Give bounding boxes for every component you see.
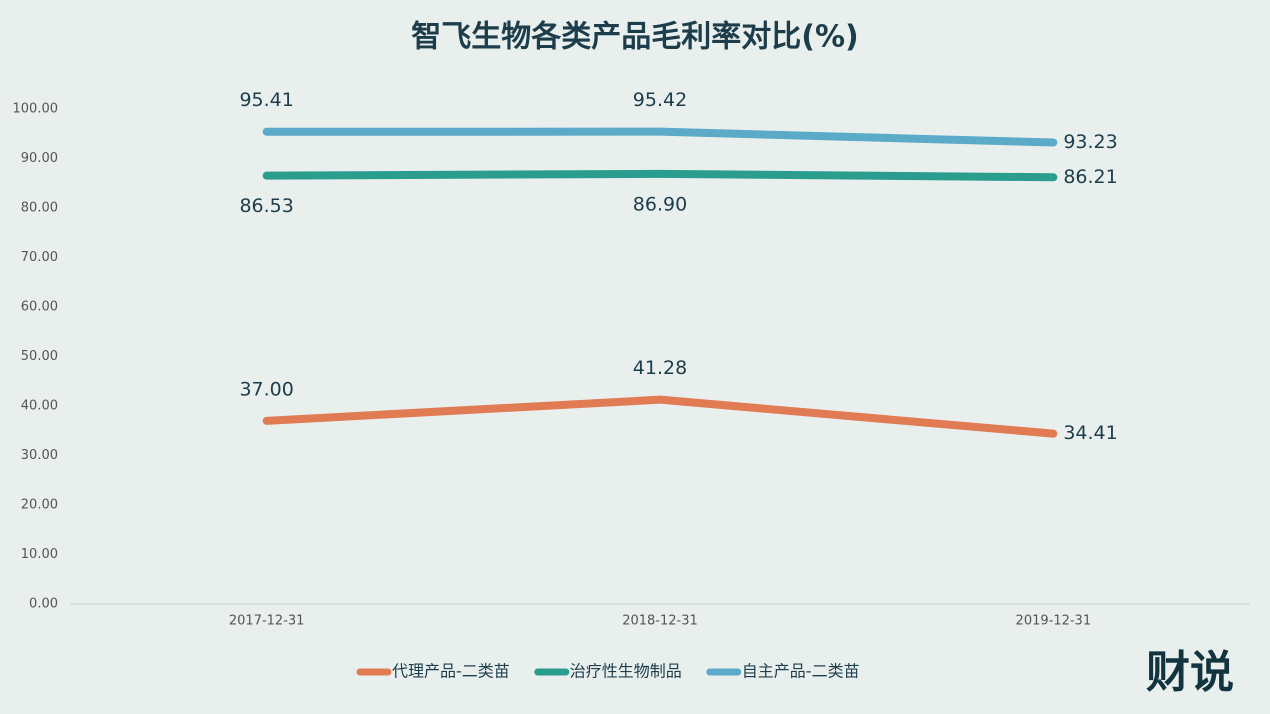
y-tick-label: 30.00 (21, 448, 58, 463)
data-label: 41.28 (633, 357, 687, 379)
y-tick-label: 40.00 (21, 399, 58, 414)
y-tick-label: 20.00 (21, 498, 58, 513)
data-label: 86.53 (239, 195, 293, 217)
y-tick-label: 80.00 (21, 201, 58, 216)
y-tick-label: 0.00 (29, 597, 58, 612)
data-label: 93.23 (1063, 131, 1117, 153)
y-tick-label: 100.00 (13, 102, 59, 117)
y-tick-label: 70.00 (21, 250, 58, 265)
legend-label: 治疗性生物制品 (570, 662, 682, 681)
x-tick-label: 2018-12-31 (622, 614, 698, 629)
legend-label: 代理产品-二类苗 (392, 662, 510, 681)
series-line (262, 395, 1058, 438)
x-tick-label: 2019-12-31 (1016, 614, 1092, 629)
y-tick-label: 50.00 (21, 349, 58, 364)
legend-label: 自主产品-二类苗 (742, 662, 860, 681)
data-label: 34.41 (1063, 422, 1117, 444)
data-label: 95.42 (633, 89, 687, 111)
data-label: 86.21 (1063, 166, 1117, 188)
data-label: 37.00 (239, 378, 293, 400)
y-tick-label: 90.00 (21, 151, 58, 166)
series-line (262, 127, 1058, 147)
x-tick-label: 2017-12-31 (229, 614, 305, 629)
data-label: 86.90 (633, 193, 687, 215)
data-label: 95.41 (239, 89, 293, 111)
series-line (262, 169, 1058, 182)
y-tick-label: 10.00 (21, 547, 58, 562)
brand-logo: 财说 (1146, 647, 1234, 698)
chart-title: 智飞生物各类产品毛利率对比(%) (411, 20, 858, 55)
y-tick-label: 60.00 (21, 300, 58, 315)
